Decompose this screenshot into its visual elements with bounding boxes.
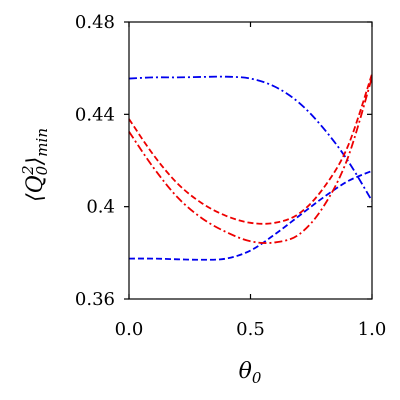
x-tick-label-1: 0.5 — [236, 319, 265, 340]
series-layer — [128, 73, 373, 261]
x-tick-label-2: 1.0 — [358, 319, 387, 340]
series-line-3 — [128, 73, 373, 225]
y-axis-title: ⟨Q02⟩min — [19, 128, 51, 202]
series-line-2 — [128, 170, 373, 261]
x-axis-title: θ0 — [239, 359, 262, 387]
x-tick-label-0: 0.0 — [115, 319, 144, 340]
y-tick-label-1: 0.4 — [86, 197, 115, 218]
plot-frame — [128, 21, 373, 300]
y-tick-label-2: 0.44 — [75, 104, 115, 125]
y-tick-label-0: 0.36 — [75, 289, 115, 310]
series-line-1 — [128, 75, 373, 202]
ticks-layer: 0.0 0.5 1.0 0.36 0.4 0.44 0.48 — [75, 12, 386, 340]
y-tick-label-3: 0.48 — [75, 12, 115, 33]
series-line-4 — [128, 77, 373, 244]
